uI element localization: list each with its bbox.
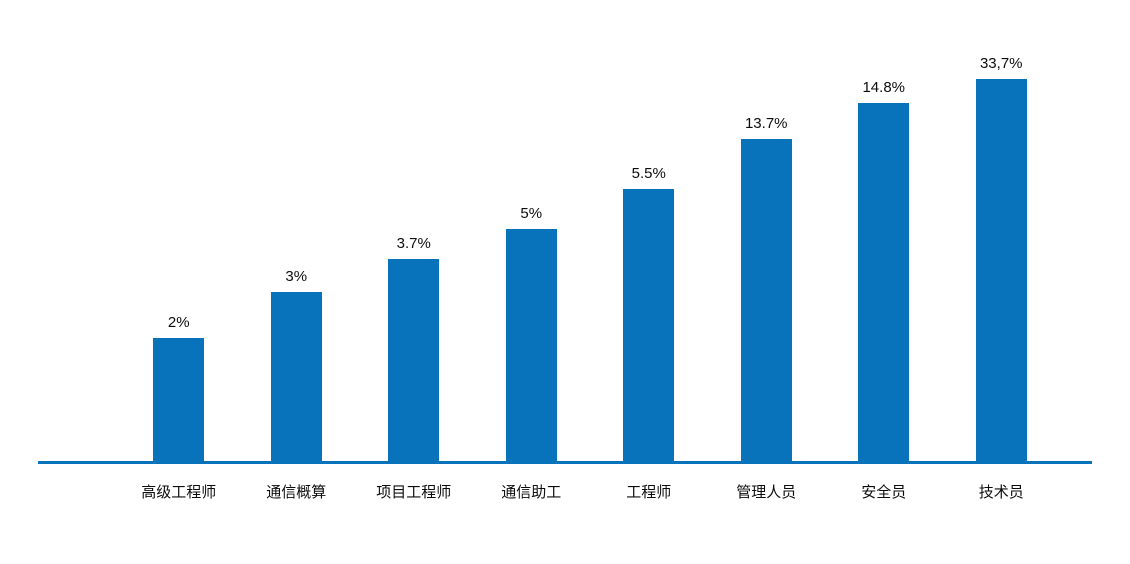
bar-column: 14.8% xyxy=(825,79,943,461)
bar xyxy=(388,259,440,461)
bar-value-label: 14.8% xyxy=(862,79,906,96)
category-label: 技术员 xyxy=(978,484,1024,501)
bar xyxy=(858,103,910,461)
bar-value-label: 5% xyxy=(520,205,543,222)
bar-value-label: 3% xyxy=(285,268,308,285)
category-label: 管理人员 xyxy=(736,484,797,501)
category-label: 工程师 xyxy=(626,484,672,501)
bar-column: 3.7% xyxy=(355,235,473,461)
bar xyxy=(270,292,322,461)
category-axis: 高级工程师 通信概算 项目工程师 通信助工 工程师 管理人员 安全员 技术员 xyxy=(120,483,1060,503)
bar-column: 2% xyxy=(120,314,238,461)
x-axis-line xyxy=(38,461,1092,464)
bar-value-label: 13.7% xyxy=(744,115,788,132)
bar-value-label: 3.7% xyxy=(396,235,431,252)
bar xyxy=(623,189,675,461)
bar-value-label: 2% xyxy=(167,314,190,331)
bar-column: 33,7% xyxy=(943,55,1061,461)
category-label: 高级工程师 xyxy=(141,484,217,501)
bar-column: 5% xyxy=(473,205,591,461)
bar-column: 3% xyxy=(238,268,356,461)
bar xyxy=(505,229,557,461)
bar-value-label: 33,7% xyxy=(979,55,1023,72)
plot-area: 2% 3% 3.7% 5% 5.5% 13.7% 14.8% 33,7% xyxy=(120,0,1060,461)
bar-column: 13.7% xyxy=(708,115,826,461)
category-label: 通信助工 xyxy=(501,484,562,501)
bar xyxy=(975,79,1027,461)
category-label: 安全员 xyxy=(861,484,907,501)
bar xyxy=(740,139,792,461)
category-label: 通信概算 xyxy=(266,484,327,501)
bar-value-label: 5.5% xyxy=(631,165,666,182)
category-label: 项目工程师 xyxy=(376,484,452,501)
bar-column: 5.5% xyxy=(590,165,708,461)
bar xyxy=(153,338,205,461)
